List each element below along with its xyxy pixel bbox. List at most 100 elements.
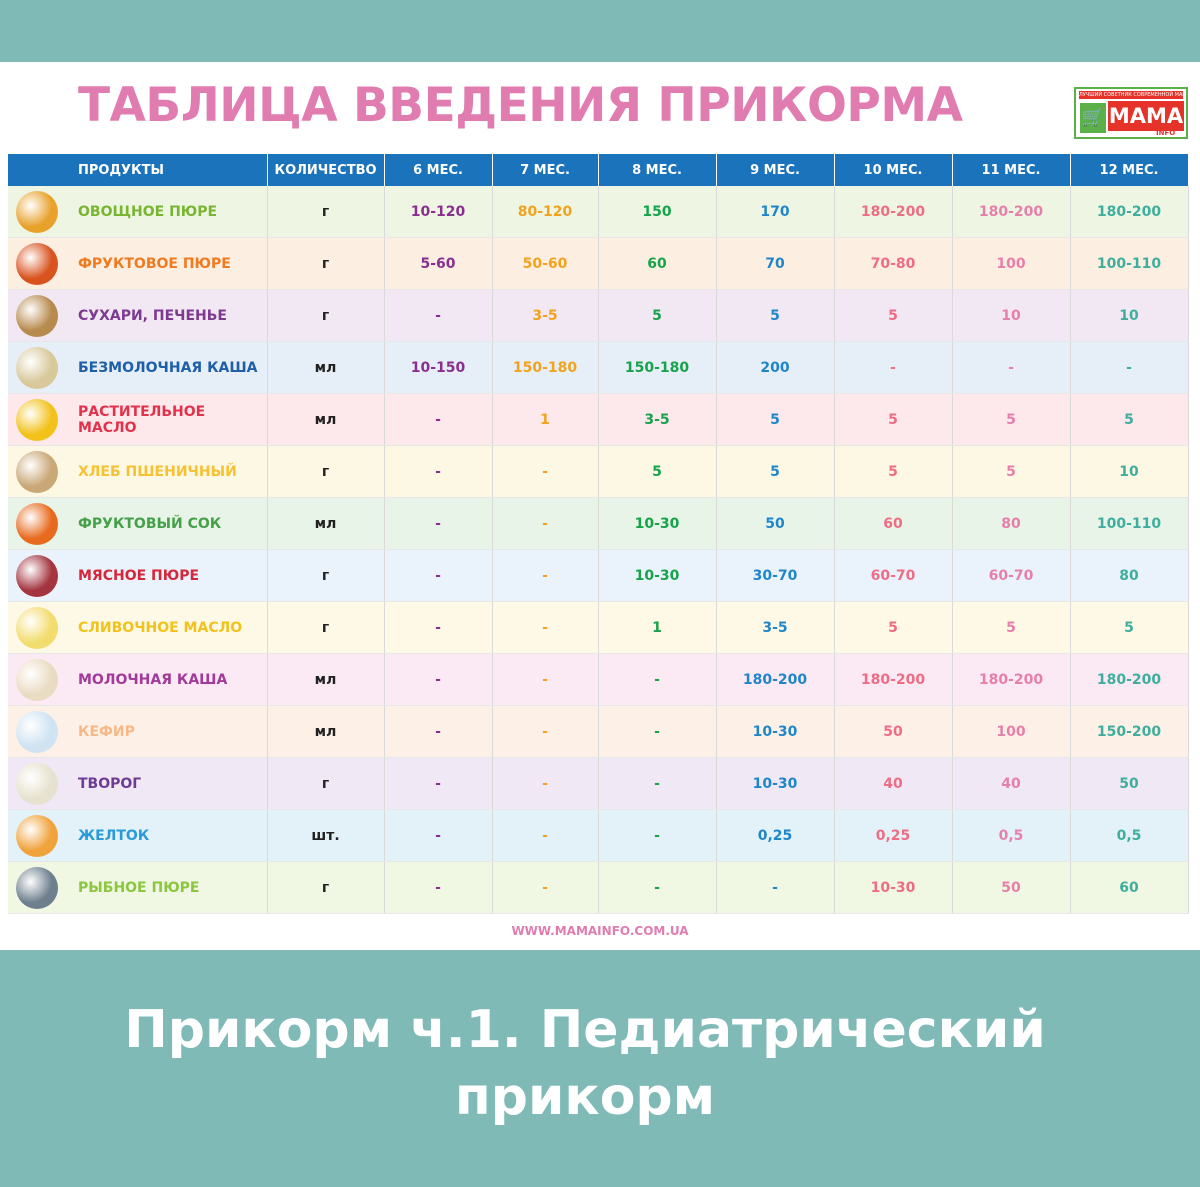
amount-cell: 180-200: [1070, 653, 1189, 706]
product-photo-icon: [16, 191, 58, 233]
amount-cell: -: [384, 289, 493, 342]
unit-cell: мл: [267, 653, 385, 706]
amount-cell: 50: [716, 497, 835, 550]
amount-cell: 50: [952, 861, 1071, 914]
amount-cell: -: [384, 653, 493, 706]
amount-cell: 10: [1070, 289, 1189, 342]
amount-cell: 10-120: [384, 186, 493, 238]
amount-cell: -: [716, 861, 835, 914]
amount-cell: 10-30: [598, 549, 717, 602]
product-name: ОВОЩНОЕ ПЮРЕ: [78, 203, 218, 220]
table-row: ФРУКТОВОЕ ПЮРЕ г 5-60 50-60 60 70 70-80 100 100-…: [8, 237, 1189, 290]
amount-cell: 5: [716, 445, 835, 498]
mama-info-logo[interactable]: ЛУЧШИЙ СОВЕТНИК СОВРЕМЕННОЙ МАМЫ 🛒 МАМА …: [1074, 87, 1188, 139]
caption-line: прикорм: [454, 1067, 716, 1127]
amount-cell: 150-180: [598, 341, 717, 394]
logo-brand: МАМА: [1108, 101, 1184, 131]
table-row: ФРУКТОВЫЙ СОК мл - -10-30 50 60 80 100-110: [8, 497, 1189, 550]
amount-cell: -: [384, 757, 493, 810]
column-header: 12 МЕС.: [1070, 154, 1189, 186]
amount-cell: 150-200: [1070, 705, 1189, 758]
column-header: 9 МЕС.: [716, 154, 835, 186]
amount-cell: -: [492, 809, 599, 862]
table-row: СЛИВОЧНОЕ МАСЛО г - -1 3-5 5 5 5: [8, 601, 1189, 654]
amount-cell: 200: [716, 341, 835, 394]
product-photo-icon: [16, 347, 58, 389]
amount-cell: 5: [952, 393, 1071, 446]
amount-cell: 10-150: [384, 341, 493, 394]
amount-cell: -: [492, 705, 599, 758]
amount-cell: 10-30: [716, 705, 835, 758]
product-name-cell: ЖЕЛТОК: [8, 809, 268, 862]
product-name-cell: РАСТИТЕЛЬНОЕ МАСЛО: [8, 393, 268, 446]
amount-cell: 0,5: [952, 809, 1071, 862]
amount-cell: 1: [598, 601, 717, 654]
amount-cell: -: [492, 653, 599, 706]
page-title: ТАБЛИЦА ВВЕДЕНИЯ ПРИКОРМА: [78, 78, 963, 133]
amount-cell: 3-5: [716, 601, 835, 654]
product-name: ФРУКТОВЫЙ СОК: [78, 515, 222, 532]
amount-cell: -: [492, 445, 599, 498]
unit-cell: г: [267, 186, 385, 238]
product-photo-icon: [16, 555, 58, 597]
product-photo-icon: [16, 503, 58, 545]
column-header: КОЛИЧЕСТВО: [267, 154, 385, 186]
amount-cell: -: [384, 445, 493, 498]
table-row: МОЛОЧНАЯ КАША мл - - -180-200 180-200 180-200 1…: [8, 653, 1189, 706]
column-header: 7 МЕС.: [492, 154, 599, 186]
product-name-cell: ОВОЩНОЕ ПЮРЕ: [8, 186, 268, 238]
table-row: КЕФИР мл - - -10-30 50 100 150-200: [8, 705, 1189, 758]
unit-cell: мл: [267, 705, 385, 758]
product-name-cell: РЫБНОЕ ПЮРЕ: [8, 861, 268, 914]
product-photo-icon: [16, 399, 58, 441]
product-name: БЕЗМОЛОЧНАЯ КАША: [78, 359, 258, 376]
amount-cell: -: [598, 705, 717, 758]
amount-cell: 180-200: [952, 653, 1071, 706]
product-photo-icon: [16, 815, 58, 857]
website-link[interactable]: WWW.MAMAINFO.COM.UA: [511, 924, 689, 938]
amount-cell: 5: [1070, 393, 1189, 446]
unit-cell: г: [267, 237, 385, 290]
amount-cell: -: [1070, 341, 1189, 394]
amount-cell: 170: [716, 186, 835, 238]
product-name: ХЛЕБ ПШЕНИЧНЫЙ: [78, 463, 237, 480]
product-name: СУХАРИ, ПЕЧЕНЬЕ: [78, 307, 227, 324]
amount-cell: 5: [598, 289, 717, 342]
amount-cell: 150: [598, 186, 717, 238]
product-photo-icon: [16, 711, 58, 753]
amount-cell: 60: [598, 237, 717, 290]
amount-cell: -: [598, 653, 717, 706]
amount-cell: -: [492, 497, 599, 550]
amount-cell: -: [384, 861, 493, 914]
amount-cell: 50: [834, 705, 953, 758]
table-header-row: ПРОДУКТЫ КОЛИЧЕСТВО 6 МЕС. 7 МЕС. 8 МЕС.…: [8, 154, 1189, 186]
amount-cell: 60: [1070, 861, 1189, 914]
product-name-cell: ХЛЕБ ПШЕНИЧНЫЙ: [8, 445, 268, 498]
amount-cell: 1: [492, 393, 599, 446]
amount-cell: 10: [1070, 445, 1189, 498]
product-photo-icon: [16, 659, 58, 701]
amount-cell: 3-5: [492, 289, 599, 342]
column-header: 8 МЕС.: [598, 154, 717, 186]
unit-cell: г: [267, 757, 385, 810]
unit-cell: г: [267, 601, 385, 654]
amount-cell: 5: [716, 393, 835, 446]
amount-cell: -: [492, 861, 599, 914]
product-name: ЖЕЛТОК: [78, 827, 150, 844]
unit-cell: мл: [267, 341, 385, 394]
product-name-cell: КЕФИР: [8, 705, 268, 758]
table-row: РАСТИТЕЛЬНОЕ МАСЛО мл -1 3-5 5 5 5 5: [8, 393, 1189, 446]
amount-cell: 0,25: [716, 809, 835, 862]
amount-cell: 180-200: [834, 653, 953, 706]
amount-cell: 180-200: [834, 186, 953, 238]
amount-cell: 80: [952, 497, 1071, 550]
unit-cell: г: [267, 861, 385, 914]
product-name-cell: ФРУКТОВОЕ ПЮРЕ: [8, 237, 268, 290]
product-name-cell: СЛИВОЧНОЕ МАСЛО: [8, 601, 268, 654]
product-photo-icon: [16, 451, 58, 493]
amount-cell: 80-120: [492, 186, 599, 238]
unit-cell: г: [267, 289, 385, 342]
table-row: МЯСНОЕ ПЮРЕ г - -10-30 30-70 60-70 60-70 80: [8, 549, 1189, 602]
table-row: СУХАРИ, ПЕЧЕНЬЕ г -3-5 5 5 5 10 10: [8, 289, 1189, 342]
amount-cell: -: [384, 705, 493, 758]
